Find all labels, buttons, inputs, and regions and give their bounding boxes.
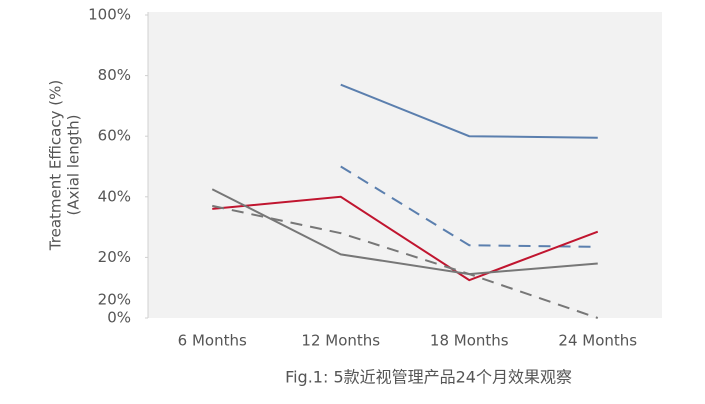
- y-tick-label: 40%: [98, 187, 131, 205]
- y-tick-label: 20%: [98, 248, 131, 266]
- x-tick-label: 18 Months: [430, 332, 509, 350]
- annotation: 20%: [98, 290, 131, 308]
- x-tick-label: 6 Months: [178, 332, 247, 350]
- y-tick-label: 60%: [98, 127, 131, 145]
- series-line: [212, 195, 599, 282]
- series-line: [340, 165, 598, 248]
- series-line: [212, 204, 599, 319]
- caption: Fig.1: 5款近视管理产品24个月效果观察: [285, 368, 572, 387]
- y-tick-label: 80%: [98, 66, 131, 84]
- x-tick-label: 24 Months: [558, 332, 637, 350]
- y-axis-label: Treatment Efficacy (%): [47, 80, 65, 251]
- series-line: [340, 83, 598, 139]
- y-tick-label: 0%: [107, 309, 131, 327]
- y-axis-label: (Axial length): [65, 115, 83, 216]
- plot-background: [148, 12, 662, 318]
- y-tick-label: 100%: [88, 6, 131, 24]
- x-tick-label: 12 Months: [301, 332, 380, 350]
- series-line: [211, 188, 598, 276]
